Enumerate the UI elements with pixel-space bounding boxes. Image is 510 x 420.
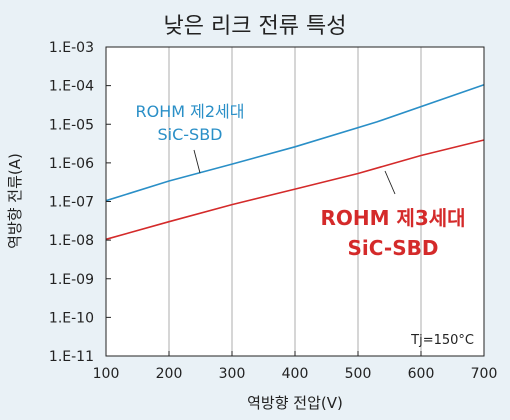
x-tick-label: 700 (471, 366, 498, 382)
x-axis-ticks: 100 200 300 400 500 600 700 (93, 351, 498, 382)
chart-title: 낮은 리크 전류 특성 (163, 14, 347, 39)
x-tick-label: 300 (219, 366, 246, 382)
y-tick-label: 1.E-05 (49, 117, 94, 133)
y-tick-label: 1.E-11 (49, 349, 94, 365)
series-labels: ROHM 제2세대 SiC-SBD ROHM 제3세대 SiC-SBD (136, 102, 466, 260)
y-tick-label: 1.E-08 (49, 233, 94, 249)
grid (168, 47, 422, 356)
y-tick-label: 1.E-07 (49, 195, 94, 211)
series-1-leader-line (193, 149, 201, 174)
y-tick-label: 1.E-09 (49, 272, 94, 288)
y-tick-label: 1.E-03 (49, 40, 94, 56)
series-2-leader-line (384, 170, 396, 195)
x-tick-label: 100 (93, 366, 120, 382)
y-tick-label: 1.E-06 (49, 156, 94, 172)
x-tick-label: 200 (156, 366, 183, 382)
series-layer (105, 84, 485, 241)
x-tick-label: 400 (282, 366, 309, 382)
series-line-1 (105, 84, 485, 202)
y-tick-label: 1.E-04 (49, 79, 94, 95)
x-tick-label: 600 (408, 366, 435, 382)
x-tick-label: 500 (345, 366, 372, 382)
y-axis-label: 역방향 전류(A) (6, 153, 24, 249)
series-1-label-line-1: ROHM 제2세대 (136, 102, 245, 121)
series-line-2 (105, 139, 485, 241)
series-2-label-line-1: ROHM 제3세대 (320, 206, 465, 230)
temperature-annotation: Tj=150°C (410, 333, 474, 348)
x-axis-label: 역방향 전압(V) (247, 394, 343, 412)
y-tick-label: 1.E-10 (49, 310, 94, 326)
series-1-label-line-2: SiC-SBD (158, 125, 223, 144)
series-2-label-line-2: SiC-SBD (348, 236, 439, 260)
y-axis-ticks: 1.E-11 1.E-10 1.E-09 1.E-08 1.E-07 1.E-06 1.E-… (49, 40, 111, 365)
